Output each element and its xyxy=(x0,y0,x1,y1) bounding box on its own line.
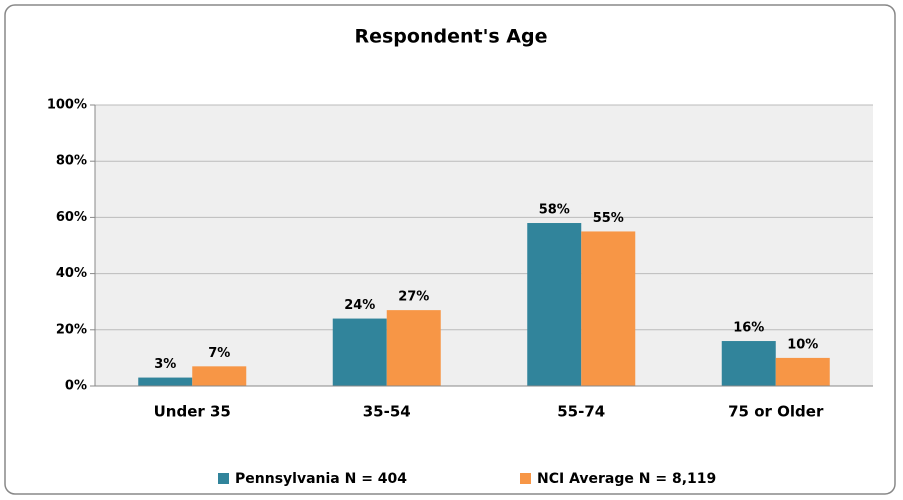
value-label: 7% xyxy=(208,346,230,361)
plot-area xyxy=(95,105,873,386)
bar xyxy=(386,310,441,386)
bar xyxy=(138,377,193,386)
legend-swatch xyxy=(520,473,531,484)
x-tick-label: 75 or Older xyxy=(728,403,824,421)
y-tick-label: 0% xyxy=(65,379,87,394)
y-tick-label: 80% xyxy=(56,154,87,169)
x-tick-label: 35-54 xyxy=(363,403,411,421)
value-label: 3% xyxy=(154,357,176,372)
grid xyxy=(90,104,873,387)
y-tick-label: 40% xyxy=(56,266,87,281)
value-label: 55% xyxy=(593,211,624,226)
value-label: 27% xyxy=(398,290,429,305)
chart-title: Respondent's Age xyxy=(354,26,547,48)
x-tick-label: Under 35 xyxy=(154,403,231,421)
bars xyxy=(138,223,830,386)
value-label: 10% xyxy=(787,337,818,352)
legend-label: NCI Average N = 8,119 xyxy=(537,471,716,487)
value-label: 58% xyxy=(539,203,570,218)
bar xyxy=(192,366,247,386)
bar xyxy=(581,231,636,386)
value-label: 16% xyxy=(733,321,764,336)
value-label: 24% xyxy=(344,298,375,313)
y-tick-label: 20% xyxy=(56,322,87,337)
labels: 0% 20% 40% 60% 80% 100% Under 35 3% 7% 35-54 24% 27… xyxy=(47,98,824,488)
x-tick-label: 55-74 xyxy=(557,403,605,421)
bar xyxy=(332,318,387,386)
legend-swatch xyxy=(218,473,229,484)
bar xyxy=(721,341,776,386)
legend-label: Pennsylvania N = 404 xyxy=(235,471,407,487)
bar xyxy=(775,357,830,386)
y-tick-label: 100% xyxy=(47,98,87,113)
bar xyxy=(527,223,582,386)
y-tick-label: 60% xyxy=(56,210,87,225)
